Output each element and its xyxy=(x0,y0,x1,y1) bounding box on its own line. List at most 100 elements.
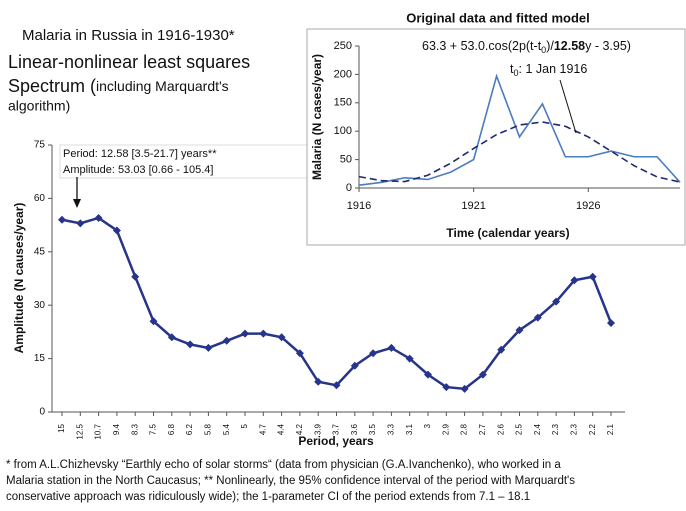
x-tick-label: 2.3 xyxy=(551,423,560,435)
point xyxy=(350,361,359,370)
x-tick-label: 2.4 xyxy=(533,423,542,435)
x-tick-label: 2.1 xyxy=(606,423,615,435)
y-axis-label: Amplitude (N causes/year) xyxy=(12,203,26,354)
series-line xyxy=(358,121,681,183)
point xyxy=(552,297,561,306)
t0-part: 0 xyxy=(513,68,518,78)
x-tick-label: 1926 xyxy=(576,200,600,212)
x-tick-label: 4.2 xyxy=(295,423,304,435)
point xyxy=(405,354,414,363)
point xyxy=(259,329,268,338)
x-tick-label: 12.5 xyxy=(75,423,84,439)
subtitle-part: Spectrum ( xyxy=(8,76,96,96)
x-tick-label: 1916 xyxy=(347,200,371,212)
point xyxy=(277,333,286,342)
point xyxy=(424,370,432,379)
point xyxy=(314,377,323,386)
point xyxy=(295,349,304,358)
point xyxy=(570,276,579,285)
y-tick-label: 30 xyxy=(34,300,46,311)
formula-part: 0 xyxy=(541,45,546,55)
x-tick-label: 15 xyxy=(57,423,66,432)
point xyxy=(241,329,249,338)
y-tick-label: 50 xyxy=(340,154,352,166)
point xyxy=(515,326,524,335)
formula-part: y - 3.95) xyxy=(585,39,631,53)
formula-part: 63.3 + 53.0.cos(2p(t-t xyxy=(422,39,542,53)
x-tick-label: 10.7 xyxy=(94,423,103,439)
footnote: Malaria station in the North Caucasus; *… xyxy=(6,475,575,487)
point xyxy=(533,313,542,322)
series-line xyxy=(358,73,681,186)
x-tick-label: 2.7 xyxy=(478,423,487,435)
y-axis-label: Malaria (N cases/year) xyxy=(310,54,324,180)
point xyxy=(167,333,176,342)
inset-title: Original data and fitted model xyxy=(406,10,589,25)
x-tick-label: 8.3 xyxy=(130,423,139,435)
y-tick-label: 0 xyxy=(39,407,45,418)
x-tick-label: 3.1 xyxy=(405,423,414,435)
y-tick-label: 250 xyxy=(334,40,352,52)
x-tick-label: 2.6 xyxy=(496,423,505,435)
x-tick-label: 6.8 xyxy=(167,423,176,435)
y-tick-label: 0 xyxy=(346,182,352,194)
annotation: Period: 12.58 [3.5-21.7] years** xyxy=(63,148,217,160)
x-tick-label: 4.7 xyxy=(258,423,267,435)
point xyxy=(332,381,341,390)
pointer xyxy=(559,79,577,134)
point xyxy=(442,383,451,392)
x-tick-label: 3.9 xyxy=(313,423,322,435)
x-tick-label: 3.7 xyxy=(332,423,341,435)
t0-label: t0: 1 Jan 1916 xyxy=(510,62,587,78)
x-tick-label: 2.5 xyxy=(515,423,524,435)
x-tick-label: 2.2 xyxy=(588,423,597,435)
arrow-head xyxy=(73,199,81,208)
footnote: * from A.L.Chizhevsky “Earthly echo of s… xyxy=(6,459,561,471)
formula-part: )/ xyxy=(546,39,554,53)
x-tick-label: 5 xyxy=(240,423,249,428)
x-axis-label: Time (calendar years) xyxy=(446,226,569,240)
footnote: conservative approach was ridiculously w… xyxy=(6,491,530,503)
inset-frame xyxy=(306,28,686,246)
subtitle-line: Linear-nonlinear least squares xyxy=(8,52,250,72)
x-tick-label: 2.9 xyxy=(441,423,450,435)
point xyxy=(204,343,213,352)
point xyxy=(186,340,195,349)
formula: 63.3 + 53.0.cos(2p(t-t0)/12.58y - 3.95) xyxy=(422,39,631,55)
x-tick-label: 3.3 xyxy=(387,423,396,435)
annotation: Amplitude: 53.03 [0.66 - 105.4] xyxy=(63,164,213,176)
x-tick-label: 5.4 xyxy=(222,423,231,435)
y-tick-label: 75 xyxy=(34,140,46,151)
t0-part: t xyxy=(510,62,514,76)
x-tick-label: 2.8 xyxy=(460,423,469,435)
point xyxy=(497,345,506,354)
x-tick-label: 2.3 xyxy=(570,423,579,435)
point xyxy=(607,319,615,327)
y-tick-label: 15 xyxy=(34,353,46,364)
point xyxy=(149,317,158,326)
point xyxy=(58,215,66,224)
y-tick-label: 200 xyxy=(334,68,352,80)
x-tick-label: 7.5 xyxy=(149,423,158,435)
y-tick-label: 45 xyxy=(34,246,46,257)
point xyxy=(460,384,469,393)
subtitle-line: algorithm) xyxy=(8,98,70,114)
x-tick-label: 3 xyxy=(423,423,432,428)
formula-part: 12.58 xyxy=(554,39,585,53)
point xyxy=(131,272,140,281)
y-tick-label: 60 xyxy=(34,193,46,204)
x-tick-label: 3.6 xyxy=(350,423,359,435)
point xyxy=(369,349,378,358)
x-tick-label: 3.5 xyxy=(368,423,377,435)
x-axis-label: Period, years xyxy=(298,434,374,448)
point xyxy=(478,370,487,379)
y-tick-label: 150 xyxy=(334,97,352,109)
point xyxy=(112,226,121,235)
point xyxy=(588,272,597,281)
heading: Malaria in Russia in 1916-1930* xyxy=(22,27,235,44)
x-tick-label: 6.2 xyxy=(185,423,194,435)
x-tick-label: 9.4 xyxy=(112,423,121,435)
x-tick-label: 5.8 xyxy=(204,423,213,435)
